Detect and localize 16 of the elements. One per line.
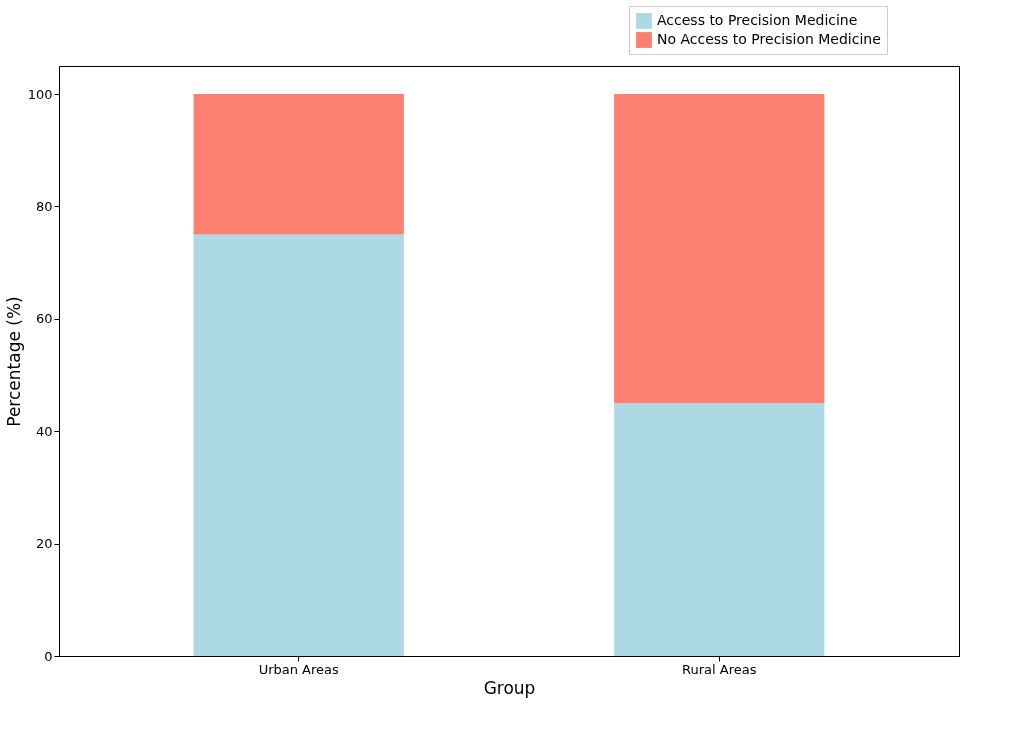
y-tick-label: 0 — [44, 648, 53, 664]
y-tick-label: 80 — [35, 198, 53, 214]
bar — [614, 403, 825, 656]
x-tick-label: Rural Areas — [682, 661, 757, 677]
legend-label: No Access to Precision Medicine — [657, 31, 881, 47]
y-tick-label: 20 — [35, 536, 53, 552]
bar — [193, 94, 404, 235]
y-axis-title: Percentage (%) — [3, 296, 24, 427]
bar — [193, 234, 404, 656]
legend-label: Access to Precision Medicine — [657, 12, 858, 28]
x-axis-title: Group — [483, 677, 536, 698]
y-tick-label: 100 — [27, 86, 53, 102]
y-tick-label: 60 — [35, 311, 53, 327]
x-tick-label: Urban Areas — [258, 661, 340, 677]
bar — [614, 94, 825, 404]
y-tick-label: 40 — [35, 423, 53, 439]
